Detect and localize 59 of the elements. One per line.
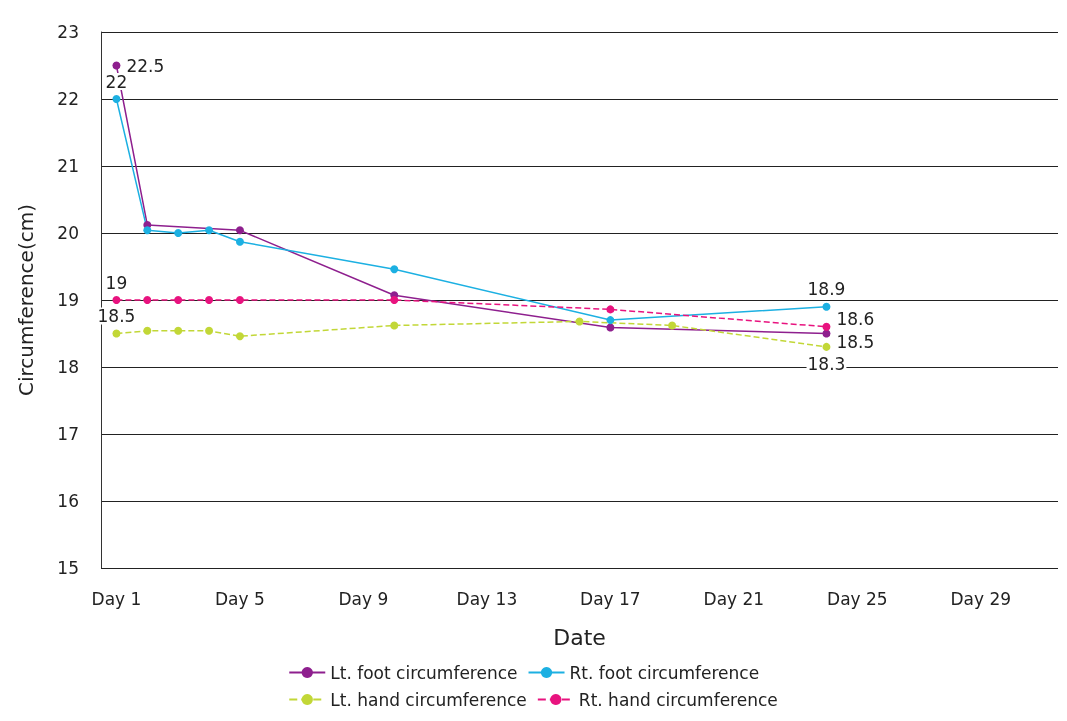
point [606,323,615,332]
point [112,95,121,103]
point [390,296,399,304]
y-tick-label: 22 [57,89,79,109]
data-label: 18.5 [97,306,136,326]
point [822,322,831,331]
y-tick-label: 23 [57,22,79,42]
x-axis-title: Date [553,624,606,650]
point [390,265,399,274]
y-tick-label: 18 [57,357,79,377]
legend-label: Lt. foot circumference [330,662,518,683]
legend-label: Rt. foot circumference [569,662,760,683]
point [235,332,244,341]
data-label: 22 [105,71,128,92]
y-axis-title: Circumference(cm) [14,204,38,396]
point [575,317,584,326]
y-tick-label: 15 [57,558,79,578]
legend-label: Rt. hand circumference [578,689,778,710]
x-tick-label: Day 5 [215,588,265,609]
point [822,302,831,311]
data-label: 18.5 [836,331,875,352]
data-label: 22.5 [126,55,165,76]
data-label: 18.6 [836,308,875,329]
x-tick-label: Day 17 [580,588,641,609]
point [606,305,615,314]
point [205,226,214,235]
data-label: 18.9 [807,279,846,300]
y-tick-label: 19 [57,290,79,310]
point [235,237,244,246]
point [822,342,831,351]
point [112,296,121,304]
legend-label: Lt. hand circumference [330,689,527,710]
x-tick-label: Day 25 [827,588,888,609]
x-tick-label: Day 13 [456,588,518,609]
x-tick-label: Day 21 [703,588,765,609]
point [143,326,152,335]
point [205,326,214,335]
point [112,61,121,70]
y-tick-label: 21 [57,156,79,176]
point [174,296,183,304]
x-tick-label: Day 1 [91,588,142,609]
point [143,226,152,235]
point [235,296,244,304]
data-label: 19 [105,272,128,293]
point [143,296,152,304]
point [235,226,244,235]
point [174,229,183,237]
y-tick-label: 20 [57,223,79,243]
y-tick-label: 17 [57,424,79,444]
y-tick-label: 16 [57,491,79,511]
point [390,321,399,330]
x-tick-label: Day 29 [950,588,1012,609]
x-tick-label: Day 9 [338,588,389,609]
point [606,316,615,325]
point [112,329,121,338]
point [668,321,677,330]
point [205,296,214,304]
data-label: 18.3 [807,354,846,375]
point [174,326,183,335]
